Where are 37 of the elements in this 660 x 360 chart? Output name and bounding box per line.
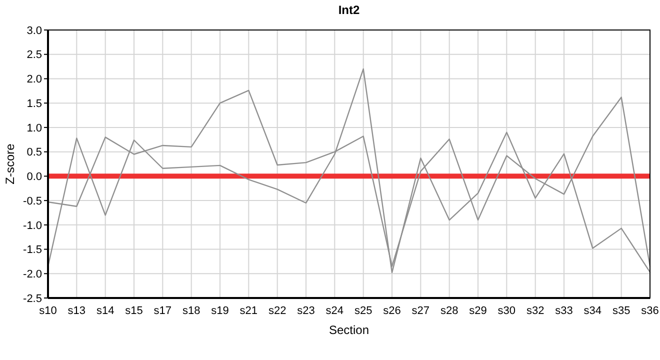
x-tick-label: s18 — [182, 305, 200, 317]
x-tick-label: s34 — [584, 305, 602, 317]
x-tick-label: s19 — [211, 305, 229, 317]
y-tick-label: 0.0 — [26, 171, 42, 184]
x-tick-label: s33 — [555, 305, 573, 317]
x-tick-label: s15 — [125, 305, 143, 317]
y-tick-label: -2.5 — [23, 292, 42, 305]
chart-title: Int2 — [338, 3, 360, 17]
y-tick-label: 3.0 — [26, 24, 42, 37]
y-tick-label: 1.5 — [26, 98, 42, 110]
x-tick-label: s28 — [440, 305, 458, 317]
x-tick-label: s13 — [68, 305, 86, 317]
y-tick-label: -0.5 — [23, 195, 42, 208]
y-tick-label: 0.5 — [26, 146, 42, 159]
y-tick-label: 1.0 — [26, 122, 42, 134]
y-axis-title: Z-score — [3, 143, 17, 184]
x-tick-label: s29 — [469, 305, 487, 317]
x-tick-label: s23 — [297, 305, 315, 317]
x-tick-label: s10 — [39, 305, 57, 317]
y-tick-label: 2.5 — [26, 49, 42, 62]
x-tick-label: s35 — [612, 305, 630, 317]
y-tick-label: -1.0 — [23, 220, 42, 232]
x-tick-label: s36 — [641, 305, 659, 317]
x-tick-label: s32 — [526, 305, 544, 317]
y-tick-label: 2.0 — [26, 74, 42, 86]
x-tick-label: s14 — [96, 305, 114, 317]
x-tick-label: s25 — [354, 305, 372, 317]
y-tick-label: -2.0 — [23, 268, 42, 280]
x-tick-label: s30 — [498, 305, 516, 317]
x-tick-label: s24 — [326, 305, 344, 317]
x-tick-label: s21 — [240, 305, 258, 317]
y-tick-label: -1.5 — [23, 244, 42, 256]
x-axis-title: Section — [328, 323, 370, 337]
x-tick-label: s17 — [154, 305, 172, 317]
x-tick-label: s26 — [383, 305, 401, 317]
x-tick-label: s22 — [268, 305, 286, 317]
x-tick-label: s27 — [412, 305, 430, 317]
